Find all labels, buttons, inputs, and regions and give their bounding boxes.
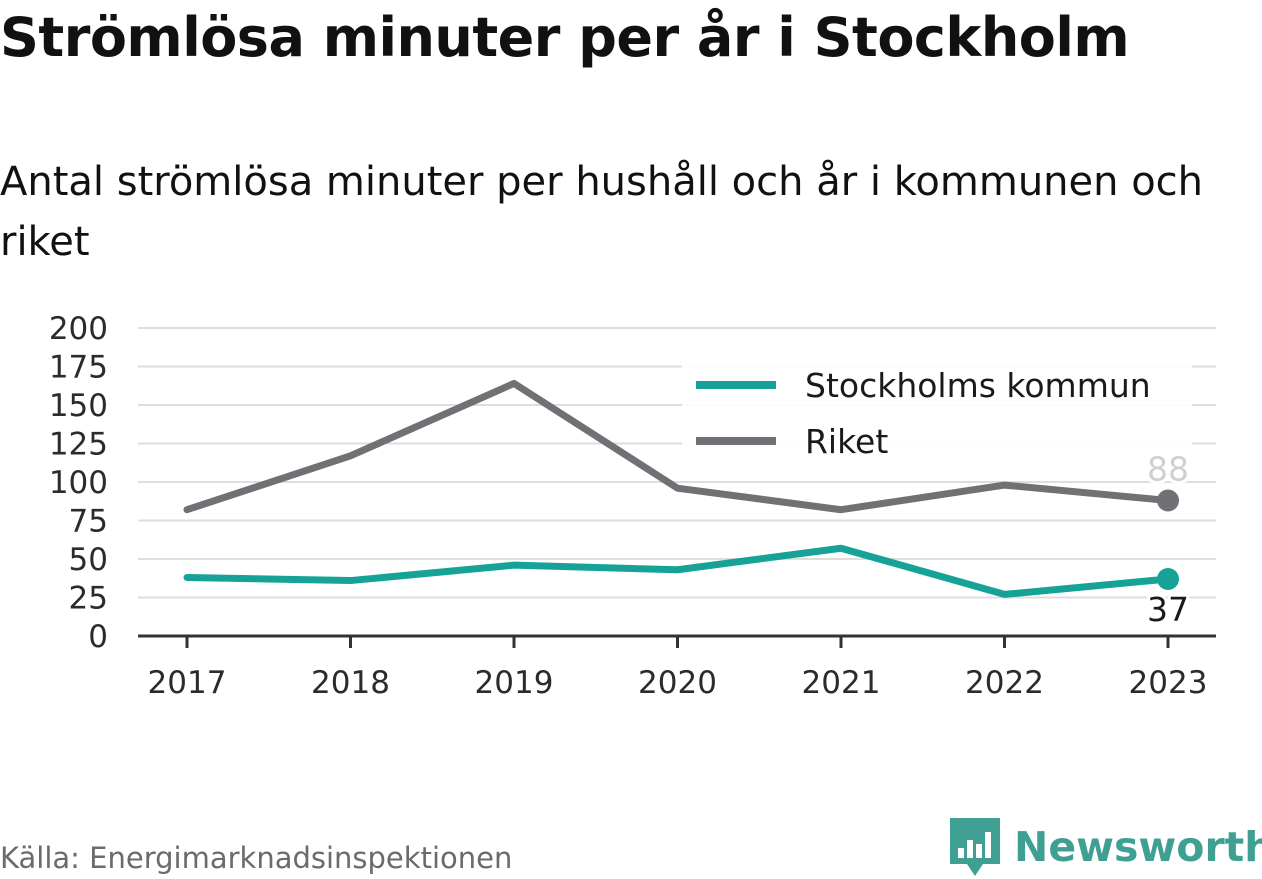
brand-name: Newsworthy <box>1014 823 1262 871</box>
x-tick-label: 2018 <box>311 665 390 701</box>
y-tick-label: 150 <box>49 388 108 424</box>
bar-chart-speech-bubble-icon <box>950 818 1000 876</box>
y-tick-label: 125 <box>49 427 108 463</box>
x-tick-label: 2019 <box>475 665 554 701</box>
y-tick-label: 175 <box>49 350 108 386</box>
legend-label: Stockholms kommun <box>805 366 1151 405</box>
y-tick-label: 25 <box>69 581 108 617</box>
x-axis: 2017 2018 2019 2020 2021 2022 2023 <box>138 634 1216 701</box>
legend-background <box>682 355 1192 475</box>
legend: Stockholms kommun Riket <box>682 355 1192 475</box>
series-line-stockholms-kommun <box>183 544 1172 598</box>
brand: Newsworthy <box>950 818 1262 876</box>
chart-subtitle: Antal strömlösa minuter per hushåll och … <box>0 159 1204 265</box>
y-tick-label: 100 <box>49 465 108 501</box>
x-tick-label: 2017 <box>148 665 227 701</box>
series-line-riket <box>183 379 1172 514</box>
x-tick-label: 2021 <box>802 665 881 701</box>
y-tick-label: 200 <box>49 311 108 347</box>
legend-label: Riket <box>805 422 888 461</box>
end-label-riket: 88 <box>1147 449 1189 488</box>
x-tick-label: 2022 <box>965 665 1044 701</box>
end-labels: 88 37 <box>1144 446 1192 632</box>
y-tick-label: 75 <box>69 504 108 540</box>
series-lines <box>183 379 1179 598</box>
y-tick-label: 0 <box>88 619 108 655</box>
end-marker <box>1157 489 1179 512</box>
chart-title: Strömlösa minuter per år i Stockholm <box>0 6 1130 69</box>
x-tick-label: 2023 <box>1129 665 1208 701</box>
y-tick-label: 50 <box>69 542 108 578</box>
x-tick-label: 2020 <box>638 665 717 701</box>
source-note: Källa: Energimarknadsinspektionen <box>0 841 513 875</box>
end-label-stockholms-kommun: 37 <box>1147 590 1189 629</box>
end-marker <box>1157 568 1179 591</box>
